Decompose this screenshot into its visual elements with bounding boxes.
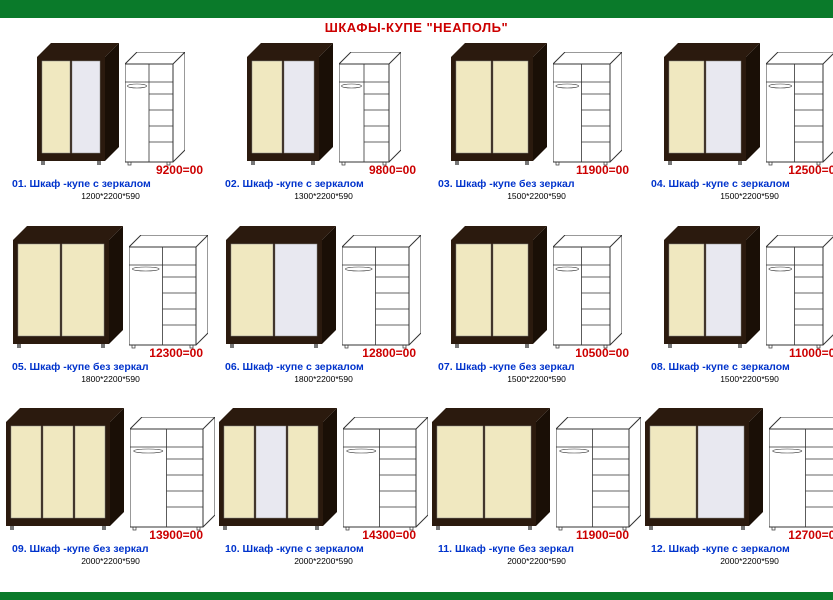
- wardrobe-schematic: [343, 417, 428, 532]
- item-name: 11. Шкаф -купе без зеркал: [432, 543, 641, 555]
- item-name: 08. Шкаф -купе с зеркалом: [645, 361, 833, 373]
- item-images: [645, 404, 833, 532]
- item-images: [219, 404, 428, 532]
- item-dimensions: 1500*2200*590: [432, 191, 641, 201]
- wardrobe-schematic: [129, 235, 208, 350]
- wardrobe-schematic: [766, 52, 833, 167]
- item-images: [247, 39, 401, 167]
- item-name: 03. Шкаф -купе без зеркал: [432, 178, 641, 190]
- wardrobe-render: [432, 408, 550, 532]
- item-name: 12. Шкаф -купе с зеркалом: [645, 543, 833, 555]
- catalog-title: ШКАФЫ-КУПЕ "НЕАПОЛЬ": [0, 18, 833, 37]
- wardrobe-schematic: [766, 235, 833, 350]
- item-dimensions: 1800*2200*590: [219, 374, 428, 384]
- catalog-item: 10500=00 07. Шкаф -купе без зеркал 1500*…: [432, 222, 641, 401]
- wardrobe-schematic: [339, 52, 401, 167]
- wardrobe-render: [37, 43, 119, 167]
- item-dimensions: 1500*2200*590: [432, 374, 641, 384]
- catalog-item: 9800=00 02. Шкаф -купе с зеркалом 1300*2…: [219, 39, 428, 218]
- wardrobe-schematic: [342, 235, 421, 350]
- wardrobe-render: [247, 43, 333, 167]
- item-dimensions: 2000*2200*590: [432, 556, 641, 566]
- catalog-item: 11900=00 03. Шкаф -купе без зеркал 1500*…: [432, 39, 641, 218]
- wardrobe-schematic: [553, 52, 622, 167]
- wardrobe-render: [664, 43, 760, 167]
- wardrobe-render: [645, 408, 763, 532]
- item-dimensions: 2000*2200*590: [219, 556, 428, 566]
- catalog-item: 9200=00 01. Шкаф -купе с зеркалом 1200*2…: [6, 39, 215, 218]
- item-dimensions: 1300*2200*590: [219, 191, 428, 201]
- item-images: [664, 39, 833, 167]
- wardrobe-render: [226, 226, 336, 350]
- item-images: [451, 39, 622, 167]
- wardrobe-schematic: [125, 52, 185, 167]
- item-images: [664, 222, 833, 350]
- item-name: 06. Шкаф -купе с зеркалом: [219, 361, 428, 373]
- item-images: [432, 404, 641, 532]
- item-dimensions: 1500*2200*590: [645, 191, 833, 201]
- catalog-item: 11900=00 11. Шкаф -купе без зеркал 2000*…: [432, 404, 641, 583]
- item-name: 09. Шкаф -купе без зеркал: [6, 543, 215, 555]
- wardrobe-render: [451, 226, 547, 350]
- wardrobe-render: [6, 408, 124, 532]
- item-name: 05. Шкаф -купе без зеркал: [6, 361, 215, 373]
- catalog-item: 12700=00 12. Шкаф -купе с зеркалом 2000*…: [645, 404, 833, 583]
- item-images: [451, 222, 622, 350]
- item-dimensions: 1200*2200*590: [6, 191, 215, 201]
- catalog-item: 12800=00 06. Шкаф -купе с зеркалом 1800*…: [219, 222, 428, 401]
- wardrobe-schematic: [130, 417, 215, 532]
- item-images: [226, 222, 421, 350]
- catalog-item: 12500=00 04. Шкаф -купе с зеркалом 1500*…: [645, 39, 833, 218]
- wardrobe-schematic: [553, 235, 622, 350]
- wardrobe-render: [13, 226, 123, 350]
- header-bar: [0, 0, 833, 18]
- wardrobe-render: [664, 226, 760, 350]
- wardrobe-schematic: [769, 417, 833, 532]
- catalog-item: 11000=00 08. Шкаф -купе с зеркалом 1500*…: [645, 222, 833, 401]
- item-dimensions: 2000*2200*590: [645, 556, 833, 566]
- wardrobe-render: [451, 43, 547, 167]
- item-dimensions: 1800*2200*590: [6, 374, 215, 384]
- item-images: [37, 39, 185, 167]
- catalog-item: 14300=00 10. Шкаф -купе с зеркалом 2000*…: [219, 404, 428, 583]
- catalog-item: 13900=00 09. Шкаф -купе без зеркал 2000*…: [6, 404, 215, 583]
- item-dimensions: 2000*2200*590: [6, 556, 215, 566]
- item-images: [6, 404, 215, 532]
- wardrobe-schematic: [556, 417, 641, 532]
- wardrobe-render: [219, 408, 337, 532]
- footer-bar: [0, 592, 833, 600]
- item-name: 04. Шкаф -купе с зеркалом: [645, 178, 833, 190]
- item-name: 02. Шкаф -купе с зеркалом: [219, 178, 428, 190]
- catalog-item: 12300=00 05. Шкаф -купе без зеркал 1800*…: [6, 222, 215, 401]
- catalog-grid: 9200=00 01. Шкаф -купе с зеркалом 1200*2…: [0, 37, 833, 591]
- item-name: 07. Шкаф -купе без зеркал: [432, 361, 641, 373]
- item-name: 10. Шкаф -купе с зеркалом: [219, 543, 428, 555]
- item-images: [13, 222, 208, 350]
- item-dimensions: 1500*2200*590: [645, 374, 833, 384]
- item-name: 01. Шкаф -купе с зеркалом: [6, 178, 215, 190]
